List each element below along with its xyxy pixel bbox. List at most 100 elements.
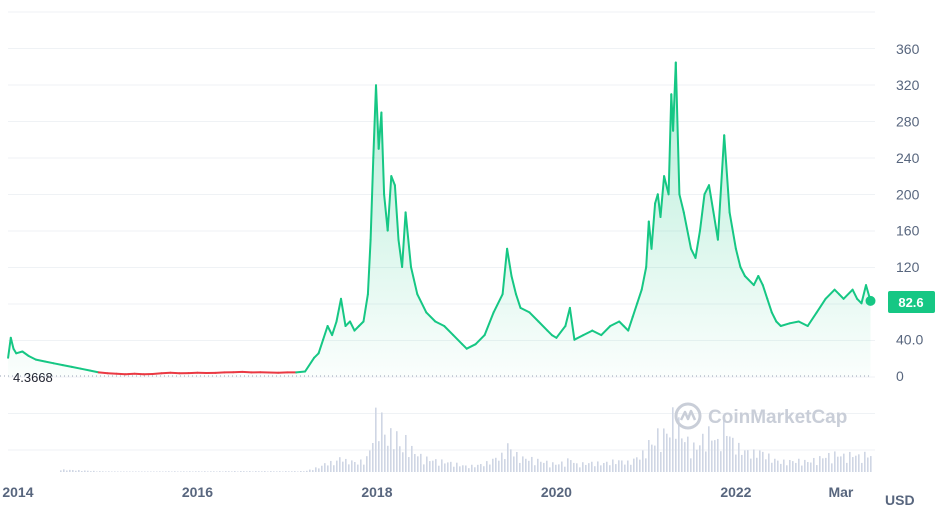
volume-bar bbox=[513, 456, 515, 472]
volume-bar bbox=[354, 462, 356, 472]
volume-bar bbox=[699, 445, 701, 472]
volume-bar bbox=[342, 461, 344, 472]
y-tick-label: 40.0 bbox=[896, 332, 923, 348]
volume-bar bbox=[678, 417, 680, 472]
volume-bar bbox=[597, 461, 599, 472]
volume-bar bbox=[306, 470, 308, 472]
volume-bar bbox=[543, 462, 545, 472]
price-segment bbox=[631, 302, 639, 318]
price-segment bbox=[860, 284, 867, 305]
volume-bar bbox=[234, 471, 236, 472]
volume-bar bbox=[459, 466, 461, 472]
volume-bar bbox=[288, 471, 290, 472]
volume-bar bbox=[102, 471, 104, 472]
price-segment bbox=[537, 320, 549, 332]
price-segment bbox=[779, 322, 791, 327]
volume-bar bbox=[114, 471, 116, 472]
volume-bar bbox=[708, 426, 710, 472]
price-segment bbox=[375, 84, 380, 150]
volume-bar bbox=[534, 465, 536, 472]
price-segment bbox=[404, 211, 412, 268]
volume-bar bbox=[345, 458, 347, 472]
volume-bar bbox=[324, 463, 326, 472]
volume-bar bbox=[204, 471, 206, 472]
volume-bar bbox=[813, 457, 815, 472]
y-tick-label: 120 bbox=[896, 259, 920, 275]
price-segment bbox=[659, 175, 666, 218]
price-segment bbox=[369, 156, 375, 241]
volume-bar bbox=[486, 461, 488, 472]
volume-bar bbox=[339, 457, 341, 472]
volume-bar bbox=[291, 471, 293, 472]
price-segment bbox=[640, 266, 648, 291]
volume-bar bbox=[702, 433, 704, 472]
volume-bar bbox=[717, 438, 719, 472]
y-tick-label: 320 bbox=[896, 77, 920, 93]
price-segment bbox=[682, 211, 692, 250]
price-segment bbox=[362, 293, 369, 323]
last-price-label: 82.6 bbox=[898, 295, 923, 310]
volume-bar bbox=[561, 461, 563, 472]
volume-bar bbox=[81, 470, 83, 472]
price-segment bbox=[27, 355, 37, 361]
volume-bar bbox=[570, 460, 572, 472]
price-segment bbox=[79, 367, 91, 372]
volume-bar bbox=[696, 449, 698, 472]
volume-bar bbox=[858, 454, 860, 472]
price-segment bbox=[723, 134, 731, 214]
volume-bar bbox=[378, 441, 380, 472]
volume-bar bbox=[630, 464, 632, 472]
x-tick-label: 2020 bbox=[541, 484, 572, 500]
price-area-fill bbox=[8, 62, 871, 376]
volume-bar bbox=[651, 444, 653, 472]
price-segment bbox=[752, 275, 760, 287]
volume-bar bbox=[414, 454, 416, 472]
price-segment bbox=[349, 320, 356, 332]
price-segment bbox=[7, 336, 12, 359]
price-segment bbox=[425, 311, 437, 323]
price-segment bbox=[61, 364, 73, 368]
price-segment bbox=[761, 284, 769, 300]
price-segment bbox=[739, 266, 746, 277]
volume-bar bbox=[564, 466, 566, 472]
volume-bar bbox=[501, 452, 503, 472]
volume-bar bbox=[216, 471, 218, 472]
volume-bar bbox=[741, 454, 743, 472]
volume-bar bbox=[129, 471, 131, 472]
volume-bar bbox=[471, 464, 473, 472]
volume-bar bbox=[93, 470, 95, 472]
volume-bar bbox=[180, 471, 182, 472]
price-segment bbox=[416, 293, 428, 314]
volume-bar bbox=[846, 462, 848, 472]
price-segment bbox=[483, 311, 495, 337]
price-segment bbox=[353, 325, 360, 332]
price-segment bbox=[410, 266, 419, 296]
price-segment bbox=[815, 297, 827, 314]
volume-bar bbox=[789, 459, 791, 472]
volume-bar bbox=[63, 469, 65, 472]
price-segment bbox=[609, 320, 621, 327]
price-segment bbox=[743, 275, 755, 287]
price-segment bbox=[295, 370, 307, 374]
volume-bar bbox=[249, 471, 251, 472]
volume-bar bbox=[111, 471, 113, 472]
price-segment bbox=[546, 329, 553, 337]
price-segment bbox=[115, 372, 127, 376]
volume-bar bbox=[156, 471, 158, 472]
volume-bar bbox=[303, 471, 305, 472]
volume-bar bbox=[72, 470, 74, 472]
volume-bar bbox=[483, 466, 485, 472]
volume-bar bbox=[819, 456, 821, 472]
price-segment bbox=[322, 325, 329, 341]
price-segment bbox=[393, 184, 400, 241]
price-segment bbox=[728, 211, 737, 250]
price-segment bbox=[694, 229, 701, 259]
volume-bar bbox=[429, 461, 431, 472]
price-segment bbox=[313, 352, 320, 359]
volume-bar bbox=[573, 462, 575, 472]
price-segment bbox=[555, 325, 567, 339]
volume-bar bbox=[855, 455, 857, 472]
volume-bar bbox=[450, 461, 452, 472]
volume-bar bbox=[99, 471, 101, 472]
volume-bar bbox=[309, 469, 311, 472]
